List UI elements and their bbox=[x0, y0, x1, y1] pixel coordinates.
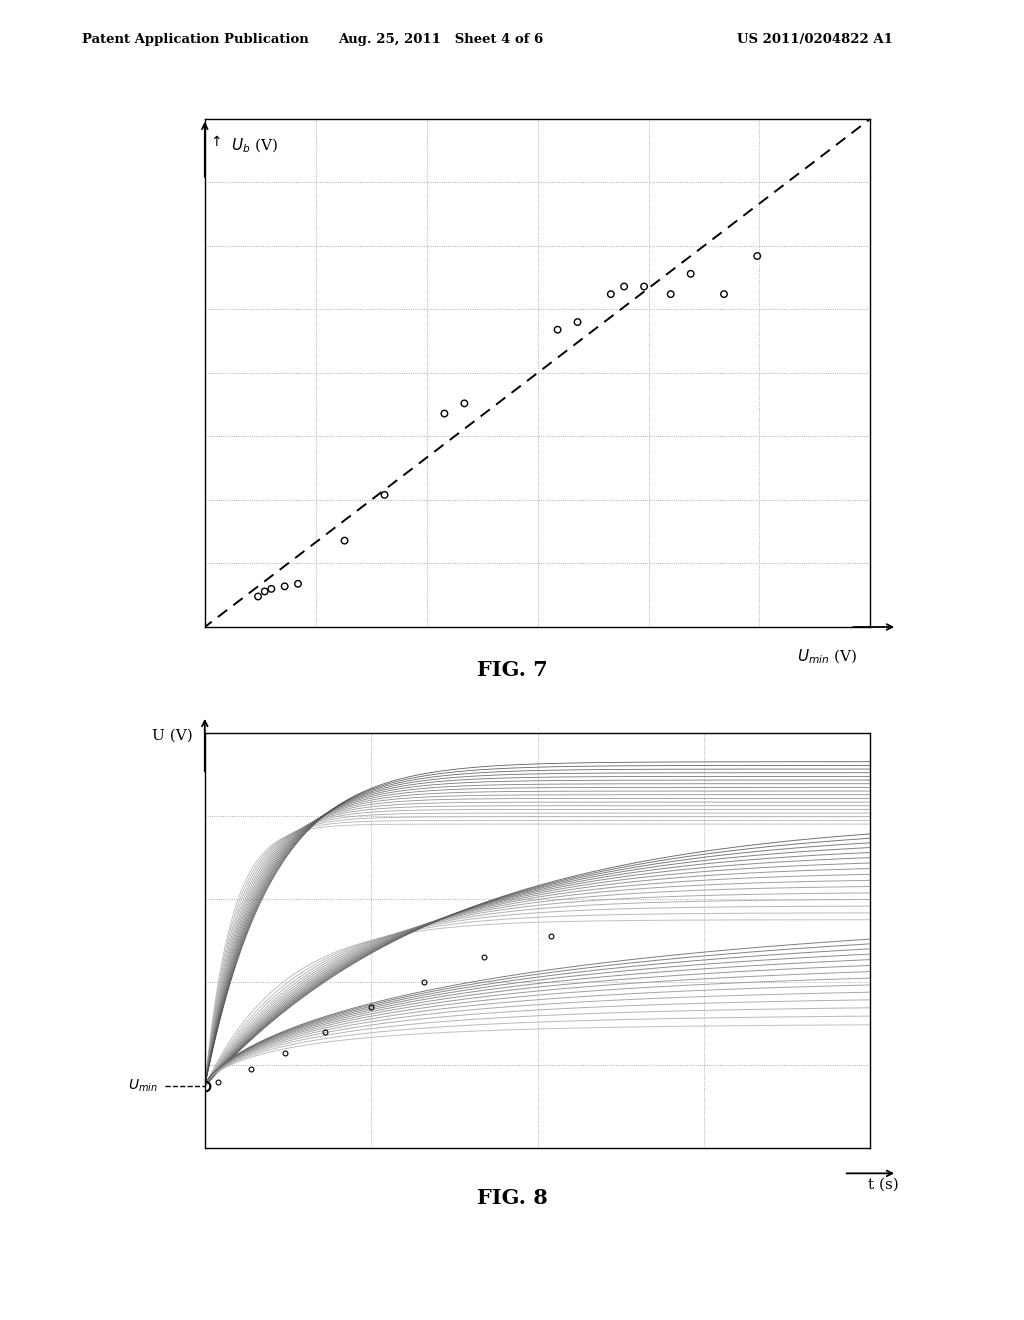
Text: US 2011/0204822 A1: US 2011/0204822 A1 bbox=[737, 33, 893, 46]
Point bbox=[377, 484, 393, 506]
Text: FIG. 8: FIG. 8 bbox=[476, 1188, 548, 1208]
Point bbox=[750, 246, 766, 267]
Text: $\uparrow$: $\uparrow$ bbox=[208, 135, 221, 149]
Point bbox=[569, 312, 586, 333]
Point bbox=[457, 393, 473, 414]
Point bbox=[336, 531, 352, 552]
Point bbox=[550, 319, 566, 341]
Point bbox=[602, 284, 618, 305]
Text: $U_{min}$ (V): $U_{min}$ (V) bbox=[797, 647, 857, 665]
Point bbox=[263, 578, 280, 599]
Text: t (s): t (s) bbox=[868, 1177, 899, 1192]
Point bbox=[276, 576, 293, 597]
Point bbox=[256, 581, 272, 602]
Point bbox=[716, 284, 732, 305]
Point bbox=[436, 403, 453, 424]
Point bbox=[663, 284, 679, 305]
Point bbox=[250, 586, 266, 607]
Text: U (V): U (V) bbox=[152, 729, 193, 742]
Text: FIG. 7: FIG. 7 bbox=[476, 660, 548, 680]
Point bbox=[290, 573, 306, 594]
Text: $U_b$ (V): $U_b$ (V) bbox=[231, 136, 279, 154]
Text: Patent Application Publication: Patent Application Publication bbox=[82, 33, 308, 46]
Text: Aug. 25, 2011   Sheet 4 of 6: Aug. 25, 2011 Sheet 4 of 6 bbox=[338, 33, 543, 46]
Point bbox=[616, 276, 633, 297]
Point bbox=[683, 263, 699, 284]
Text: $U_{min}$: $U_{min}$ bbox=[128, 1078, 158, 1094]
Point bbox=[636, 276, 652, 297]
